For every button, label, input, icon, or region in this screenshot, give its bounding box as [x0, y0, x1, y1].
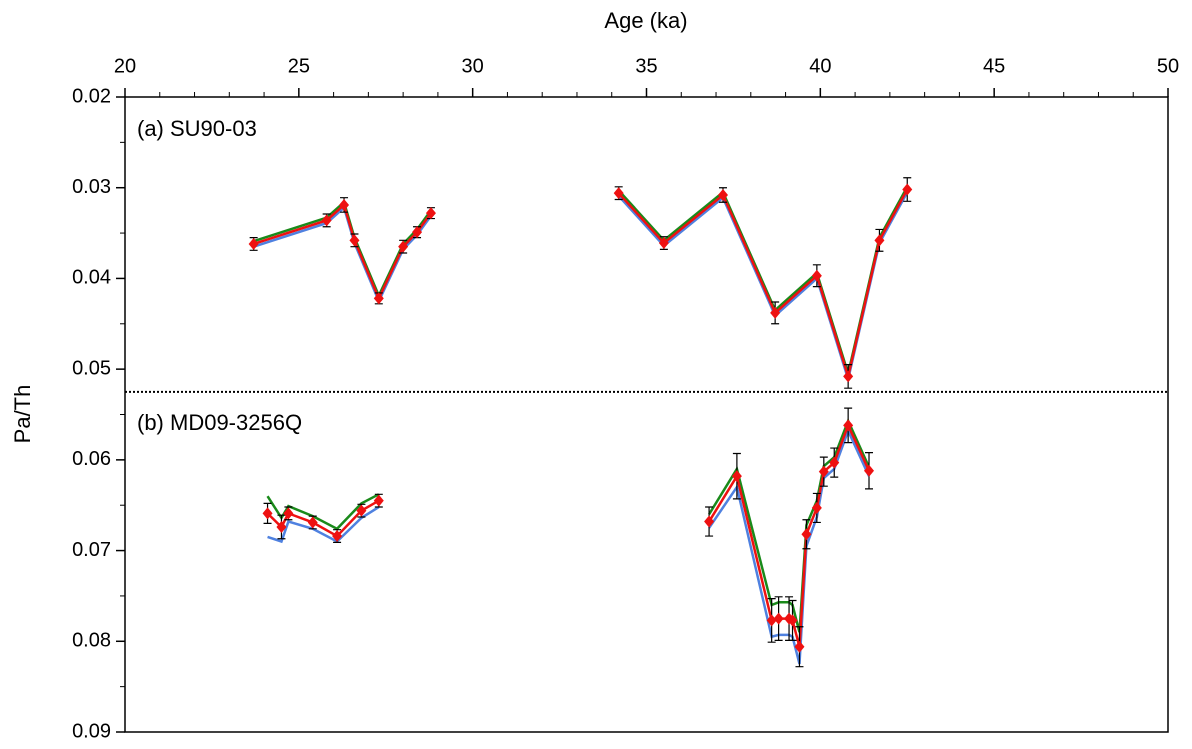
y-tick-label: 0.08: [72, 630, 111, 652]
y-tick-label: 0.02: [72, 85, 111, 107]
data-point: [658, 237, 669, 250]
y-tick-label: 0.09: [72, 720, 111, 742]
data-point: [801, 528, 812, 541]
data-point: [829, 456, 840, 469]
y-tick-label: 0.05: [72, 357, 111, 379]
series-line: [253, 186, 909, 633]
series-line: [253, 191, 909, 665]
data-point: [349, 234, 360, 247]
data-point: [321, 214, 332, 227]
x-axis-title: Age (ka): [604, 8, 687, 33]
data-point: [373, 494, 384, 507]
x-tick-label: 25: [288, 55, 310, 77]
data-point: [307, 516, 318, 529]
data-point: [843, 419, 854, 432]
data-point: [613, 187, 624, 200]
data-point: [818, 465, 829, 478]
annotation: (b) MD09-3256Q: [137, 410, 302, 435]
y-tick-label: 0.03: [72, 176, 111, 198]
data-point: [339, 198, 350, 211]
x-tick-label: 20: [114, 55, 136, 77]
x-tick-label: 35: [635, 55, 657, 77]
data-point: [283, 507, 294, 520]
data-point: [717, 188, 728, 201]
data-point: [412, 226, 423, 239]
data-point: [902, 183, 913, 196]
data-point: [843, 370, 854, 383]
data-point: [248, 237, 259, 250]
data-point: [766, 614, 777, 627]
data-point: [262, 507, 273, 520]
data-point: [864, 464, 875, 477]
data-point: [770, 306, 781, 319]
x-tick-label: 30: [462, 55, 484, 77]
x-tick-label: 50: [1157, 55, 1179, 77]
data-point: [811, 269, 822, 282]
data-point: [704, 515, 715, 528]
series-line: [253, 188, 909, 648]
data-point: [811, 501, 822, 514]
data-point: [731, 470, 742, 483]
data-point: [773, 612, 784, 625]
data-point: [794, 640, 805, 653]
data-point: [874, 234, 885, 247]
annotation: (a) SU90-03: [137, 116, 257, 141]
data-point: [332, 530, 343, 543]
data-point: [787, 614, 798, 627]
x-tick-label: 45: [983, 55, 1005, 77]
y-tick-label: 0.07: [72, 539, 111, 561]
data-point: [276, 520, 287, 533]
data-point: [356, 504, 367, 517]
y-tick-label: 0.04: [72, 267, 111, 289]
data-point: [425, 207, 436, 220]
y-tick-label: 0.06: [72, 448, 111, 470]
data-point: [373, 292, 384, 305]
y-axis-title: Pa/Th: [10, 385, 35, 444]
data-point: [398, 240, 409, 253]
x-tick-label: 40: [809, 55, 831, 77]
